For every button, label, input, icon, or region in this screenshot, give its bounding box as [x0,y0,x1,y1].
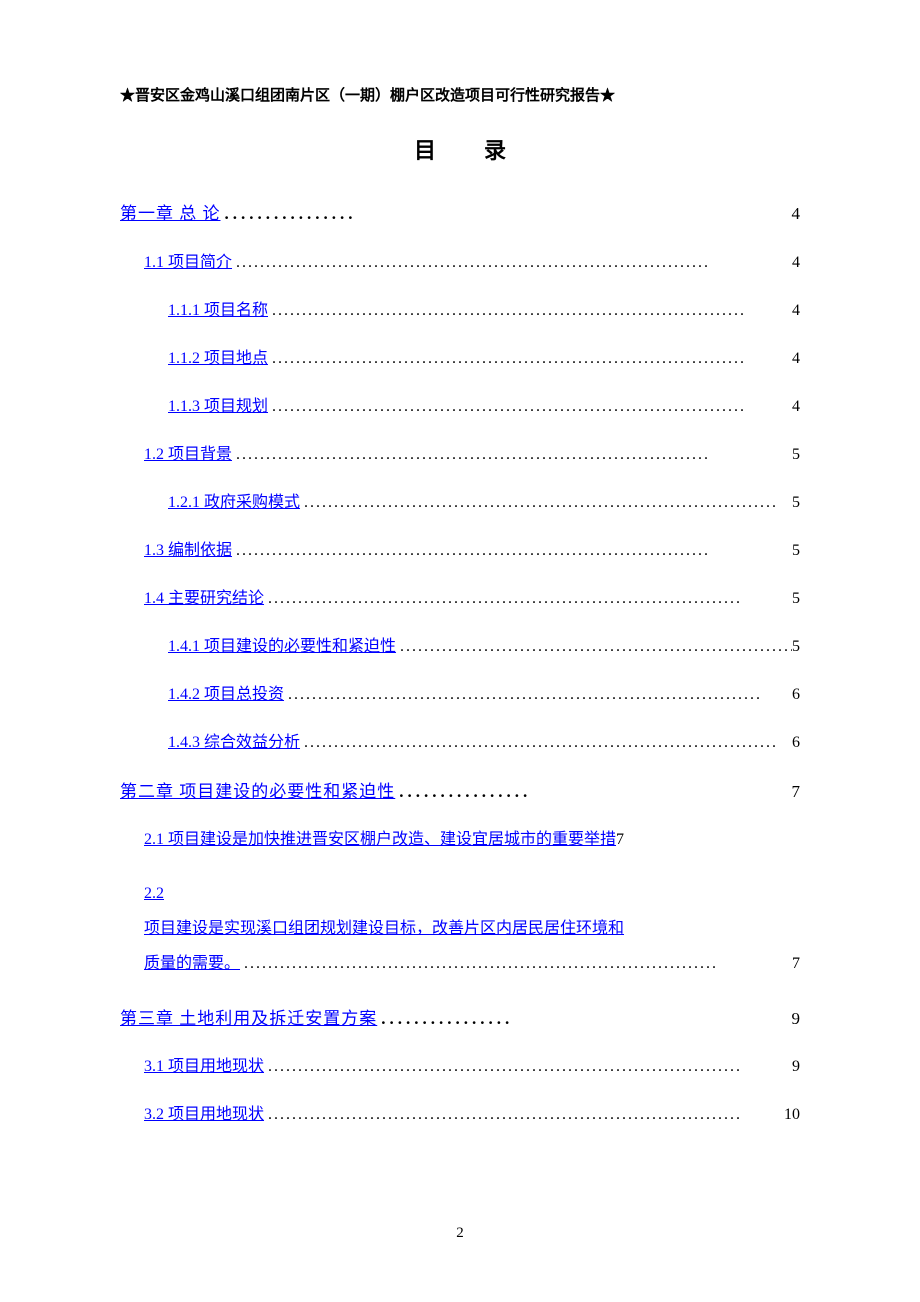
toc-link-s1-3[interactable]: 1.3 编制依据 [144,539,232,563]
toc-link-s1-4-1[interactable]: 1.4.1 项目建设的必要性和紧迫性 [168,635,396,659]
toc-link-s1-1-1[interactable]: 1.1.1 项目名称 [168,299,268,323]
toc-dots: ........................................… [268,395,792,419]
toc-entry-s1-4-3: 1.4.3 综合效益分析 ...........................… [168,731,800,755]
toc-title: 目录 [120,133,800,165]
toc-page: 4 [792,201,801,227]
toc-page: 9 [792,1006,801,1032]
toc-entry-s1-1-3: 1.1.3 项目规划 .............................… [168,395,800,419]
toc-dots: ................ [395,779,791,805]
toc-link-s1-2-1[interactable]: 1.2.1 政府采购模式 [168,491,300,515]
toc-link-ch1[interactable]: 第一章 总 论 [120,201,221,227]
toc-entry-s1-4: 1.4 主要研究结论 .............................… [144,587,800,611]
toc-link-s1-2[interactable]: 1.2 项目背景 [144,443,232,467]
toc-entry-s1-3: 1.3 编制依据 ...............................… [144,539,800,563]
toc-entry-s1-1-2: 1.1.2 项目地点 .............................… [168,347,800,371]
toc-link-s1-1-3[interactable]: 1.1.3 项目规划 [168,395,268,419]
toc-link-s3-1[interactable]: 3.1 项目用地现状 [144,1055,264,1079]
toc-link-s3-2[interactable]: 3.2 项目用地现状 [144,1103,264,1127]
toc-dots: ........................................… [264,1055,792,1079]
toc-page: 5 [792,491,800,515]
document-header: ★晋安区金鸡山溪口组团南片区（一期）棚户区改造项目可行性研究报告★ [120,84,800,105]
toc-entry-s1-1: 1.1 项目简介 ...............................… [144,251,800,275]
toc-page: 5 [792,635,800,659]
toc-dots: ................ [377,1006,791,1032]
toc-page: 6 [792,731,800,755]
toc-link-s1-1-2[interactable]: 1.1.2 项目地点 [168,347,268,371]
toc-link-s2-2-line1[interactable]: 项目建设是实现溪口组团规划建设目标，改善片区内居民居住环境和 [144,920,624,937]
toc-dots: ........................................… [240,955,792,973]
toc-dots: ........................................… [264,587,792,611]
toc-dots: ........................................… [396,635,792,659]
toc-dots: ........................................… [232,251,792,275]
page-number: 2 [456,1225,464,1242]
toc-dots: ........................................… [284,683,792,707]
toc-entry-ch1: 第一章 总 论 ................ 4 [120,201,800,227]
toc-entry-s1-1-1: 1.1.1 项目名称 .............................… [168,299,800,323]
toc-page: 4 [792,299,800,323]
toc-entry-s3-1: 3.1 项目用地现状 .............................… [144,1055,800,1079]
toc-link-s2-2-line2[interactable]: 质量的需要。 [144,946,240,981]
toc-dots: ........................................… [300,491,792,515]
toc-link-s2-2-num[interactable]: 2.2 [144,885,164,902]
toc-entry-s1-2-1: 1.2.1 政府采购模式 ...........................… [168,491,800,515]
toc-dots: ........................................… [268,299,792,323]
toc-entry-s1-4-1: 1.4.1 项目建设的必要性和紧迫性 .....................… [168,635,800,659]
toc-page: 9 [792,1055,800,1079]
toc-link-s1-4-3[interactable]: 1.4.3 综合效益分析 [168,731,300,755]
toc-dots: ........................................… [232,443,792,467]
toc-link-ch2[interactable]: 第二章 项目建设的必要性和紧迫性 [120,779,395,805]
toc-page: 7 [616,828,624,852]
toc-page: 5 [792,443,800,467]
toc-link-s2-1[interactable]: 2.1 项目建设是加快推进晋安区棚户改造、建设宜居城市的重要举措 [144,828,616,852]
toc-page: 5 [792,587,800,611]
toc-page: 7 [792,955,800,973]
toc-dots: ........................................… [300,731,792,755]
toc-dots: ........................................… [232,539,792,563]
toc-page: 4 [792,395,800,419]
toc-dots: ........................................… [264,1103,784,1127]
toc-entry-s3-2: 3.2 项目用地现状 .............................… [144,1103,800,1127]
toc-page: 10 [784,1103,800,1127]
toc-page: 5 [792,539,800,563]
toc-entry-s2-2: 2.2 项目建设是实现溪口组团规划建设目标，改善片区内居民居住环境和 质量的需要… [144,876,800,982]
toc-page: 6 [792,683,800,707]
toc-link-s1-4[interactable]: 1.4 主要研究结论 [144,587,264,611]
toc-entry-ch3: 第三章 土地利用及拆迁安置方案 ................ 9 [120,1006,800,1032]
toc-entry-ch2: 第二章 项目建设的必要性和紧迫性 ................ 7 [120,779,800,805]
toc-page: 7 [792,779,801,805]
toc-link-ch3[interactable]: 第三章 土地利用及拆迁安置方案 [120,1006,377,1032]
toc-entry-s1-2: 1.2 项目背景 ...............................… [144,443,800,467]
toc-entry-s1-4-2: 1.4.2 项目总投资 ............................… [168,683,800,707]
toc-dots: ................ [221,201,792,227]
toc-page: 4 [792,251,800,275]
toc-dots: ........................................… [268,347,792,371]
toc-link-s1-1[interactable]: 1.1 项目简介 [144,251,232,275]
toc-entry-s2-1: 2.1 项目建设是加快推进晋安区棚户改造、建设宜居城市的重要举措 7 [144,828,800,852]
toc-link-s1-4-2[interactable]: 1.4.2 项目总投资 [168,683,284,707]
toc-page: 4 [792,347,800,371]
